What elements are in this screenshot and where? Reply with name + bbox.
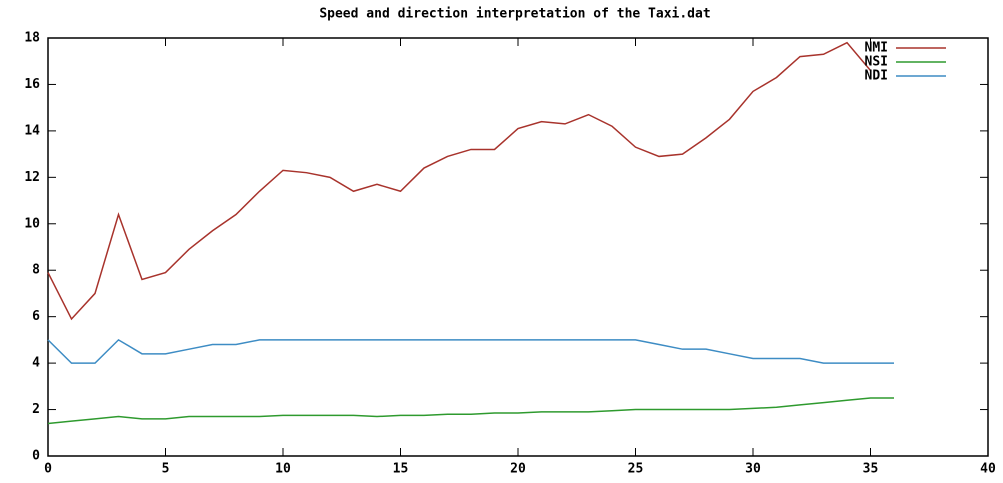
- x-tick-label: 30: [745, 462, 761, 477]
- x-tick-label: 20: [510, 462, 526, 477]
- x-tick-label: 0: [44, 462, 52, 477]
- x-tick-label: 40: [980, 462, 996, 477]
- y-tick-label: 8: [32, 263, 40, 278]
- y-tick-label: 4: [32, 356, 40, 371]
- legend-label: NSI: [865, 55, 888, 70]
- series-line: [47, 397, 894, 425]
- x-tick-label: 25: [628, 462, 644, 477]
- y-tick-label: 0: [32, 449, 40, 464]
- plot-border: [47, 37, 989, 457]
- legend-label: NMI: [865, 41, 888, 56]
- x-tick-label: 5: [162, 462, 170, 477]
- series-line: [47, 41, 872, 321]
- x-tick-label: 10: [275, 462, 291, 477]
- y-tick-label: 16: [24, 77, 40, 92]
- y-tick-label: 10: [24, 216, 40, 231]
- chart-title: Speed and direction interpretation of th…: [319, 7, 710, 22]
- series-line: [47, 338, 894, 364]
- x-tick-label: 35: [863, 462, 879, 477]
- y-tick-label: 14: [24, 123, 40, 138]
- legend-label: NDI: [865, 69, 888, 84]
- y-tick-label: 2: [32, 402, 40, 417]
- y-tick-label: 18: [24, 31, 40, 46]
- x-tick-label: 15: [393, 462, 409, 477]
- y-tick-label: 6: [32, 309, 40, 324]
- y-tick-label: 12: [24, 170, 40, 185]
